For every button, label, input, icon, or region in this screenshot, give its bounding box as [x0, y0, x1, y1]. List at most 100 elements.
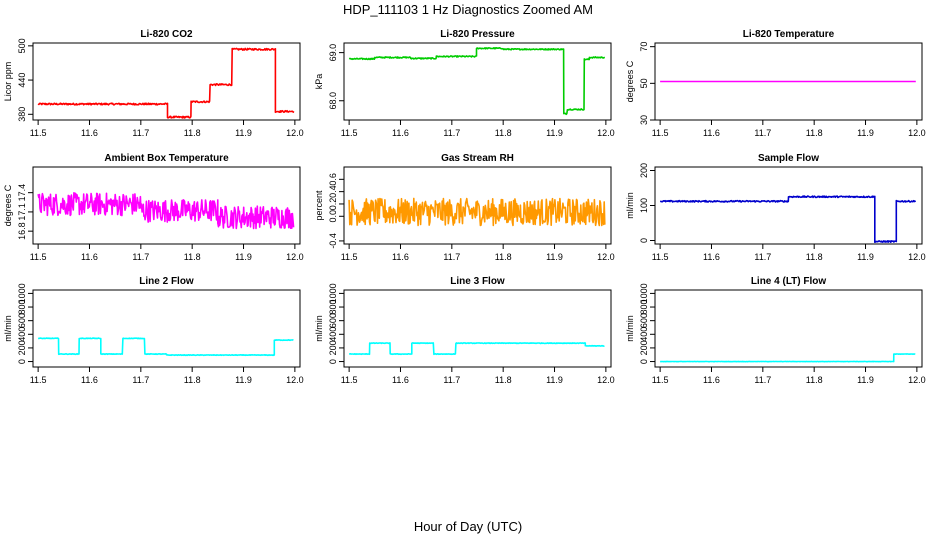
x-tick-label: 11.6 — [81, 128, 98, 138]
y-axis-label: ml/min — [3, 315, 13, 342]
x-tick-label: 11.7 — [443, 252, 460, 262]
y-tick-label: 1000 — [17, 283, 27, 303]
y-tick-label: 17.4 — [17, 184, 27, 202]
plot-frame — [32, 166, 301, 245]
x-tick-label: 12.0 — [908, 375, 926, 385]
x-tick-label: 11.9 — [857, 375, 874, 385]
y-tick-label: 0.0 — [328, 210, 338, 223]
x-tick-label: 11.7 — [754, 252, 771, 262]
y-tick-label: 600 — [328, 313, 338, 328]
y-tick-label: 30 — [639, 115, 649, 125]
figure-title: HDP_111103 1 Hz Diagnostics Zoomed AM — [343, 2, 593, 17]
chart-title: Li-820 Pressure — [440, 29, 515, 40]
plot-frame — [654, 289, 923, 368]
x-tick-label: 11.7 — [754, 375, 771, 385]
plot-frame — [343, 289, 612, 368]
x-tick-label: 11.8 — [495, 252, 512, 262]
chart-panel-2: Li-820 Pressure 11.5 11.6 11.7 11.8 11.9 12.0 6… — [314, 29, 615, 138]
chart-title: Li-820 CO2 — [140, 29, 193, 40]
x-tick-label: 12.0 — [597, 128, 615, 138]
series-line — [348, 197, 606, 227]
y-tick-label: 400 — [639, 327, 649, 342]
y-tick-label: 800 — [328, 300, 338, 315]
x-tick-label: 11.5 — [30, 128, 47, 138]
y-tick-label: 200 — [328, 340, 338, 355]
y-tick-label: 0.4 — [328, 185, 338, 198]
figure-xlabel: Hour of Day (UTC) — [414, 519, 522, 534]
y-tick-label: 16.8 — [17, 222, 27, 240]
chart-title: Sample Flow — [758, 153, 819, 164]
y-tick-label: 800 — [17, 300, 27, 315]
chart-title: Li-820 Temperature — [743, 29, 835, 40]
x-tick-label: 12.0 — [597, 375, 615, 385]
x-tick-label: 11.9 — [235, 128, 252, 138]
x-tick-label: 11.6 — [81, 252, 98, 262]
x-tick-label: 12.0 — [286, 375, 304, 385]
y-tick-label: 69.0 — [328, 44, 338, 62]
x-tick-label: 11.6 — [703, 375, 720, 385]
y-tick-label: 0 — [639, 238, 649, 243]
x-tick-label: 11.6 — [81, 375, 98, 385]
y-tick-label: 17.1 — [17, 203, 27, 221]
x-tick-label: 11.8 — [806, 252, 823, 262]
x-tick-label: 11.5 — [341, 252, 358, 262]
series-line — [37, 47, 295, 119]
y-tick-label: 0 — [17, 359, 27, 364]
y-axis-label: ml/min — [625, 315, 635, 342]
y-tick-label: 68.0 — [328, 92, 338, 110]
y-tick-label: 1000 — [328, 283, 338, 303]
plot-frame — [32, 289, 301, 368]
y-tick-label: 440 — [17, 73, 27, 88]
x-tick-label: 11.5 — [30, 252, 47, 262]
x-tick-label: 11.8 — [495, 375, 512, 385]
panels: Li-820 CO2 11.5 11.6 11.7 11.8 11.9 12.0 380 440… — [3, 29, 926, 385]
chart-panel-1: Li-820 CO2 11.5 11.6 11.7 11.8 11.9 12.0 380 440… — [3, 29, 304, 138]
x-tick-label: 11.9 — [546, 252, 563, 262]
y-tick-label: 0.6 — [328, 173, 338, 186]
y-tick-label: -0.4 — [328, 233, 338, 249]
y-tick-label: 800 — [639, 300, 649, 315]
series-line — [349, 342, 605, 356]
chart-title: Line 3 Flow — [450, 276, 505, 287]
x-tick-label: 12.0 — [597, 252, 615, 262]
y-tick-label: 500 — [17, 38, 27, 53]
y-tick-label: 200 — [639, 163, 649, 178]
x-tick-label: 11.5 — [652, 252, 669, 262]
x-tick-label: 12.0 — [286, 128, 304, 138]
y-axis-label: degrees C — [625, 60, 635, 102]
y-tick-label: 70 — [639, 42, 649, 52]
x-tick-label: 12.0 — [908, 128, 926, 138]
x-tick-label: 11.5 — [652, 128, 669, 138]
x-tick-label: 12.0 — [908, 252, 926, 262]
chart-panel-7: Line 2 Flow 11.5 11.6 11.7 11.8 11.9 12.0 0 2004… — [3, 276, 304, 385]
y-axis-label: Licor ppm — [3, 62, 13, 102]
y-axis-label: ml/min — [314, 315, 324, 342]
x-tick-label: 11.7 — [132, 375, 149, 385]
y-tick-label: 100 — [639, 198, 649, 213]
x-tick-label: 11.6 — [703, 128, 720, 138]
x-tick-label: 11.7 — [132, 252, 149, 262]
x-tick-label: 11.6 — [392, 128, 409, 138]
y-axis-label: percent — [314, 190, 324, 221]
x-tick-label: 11.5 — [30, 375, 47, 385]
x-tick-label: 11.7 — [754, 128, 771, 138]
x-tick-label: 11.9 — [235, 252, 252, 262]
plot-frame — [654, 42, 923, 121]
y-tick-label: 1000 — [639, 283, 649, 303]
series-line — [38, 337, 294, 357]
y-tick-label: 0 — [639, 359, 649, 364]
x-tick-label: 11.5 — [652, 375, 669, 385]
y-tick-label: 200 — [639, 340, 649, 355]
x-tick-label: 11.9 — [857, 128, 874, 138]
chart-title: Gas Stream RH — [441, 153, 514, 164]
chart-title: Line 2 Flow — [139, 276, 194, 287]
series-line — [37, 192, 295, 230]
chart-panel-5: Gas Stream RH 11.5 11.6 11.7 11.8 11.9 12.0 -0.… — [314, 153, 615, 262]
y-tick-label: 0 — [328, 359, 338, 364]
chart-panel-9: Line 4 (LT) Flow 11.5 11.6 11.7 11.8 11.9 12.0… — [625, 276, 926, 385]
y-tick-label: 0.2 — [328, 198, 338, 211]
chart-panel-8: Line 3 Flow 11.5 11.6 11.7 11.8 11.9 12.0 0 2004… — [314, 276, 615, 385]
x-tick-label: 11.9 — [235, 375, 252, 385]
chart-panel-6: Sample Flow 11.5 11.6 11.7 11.8 11.9 12.0 0 100 2… — [625, 153, 926, 262]
x-tick-label: 11.8 — [495, 128, 512, 138]
